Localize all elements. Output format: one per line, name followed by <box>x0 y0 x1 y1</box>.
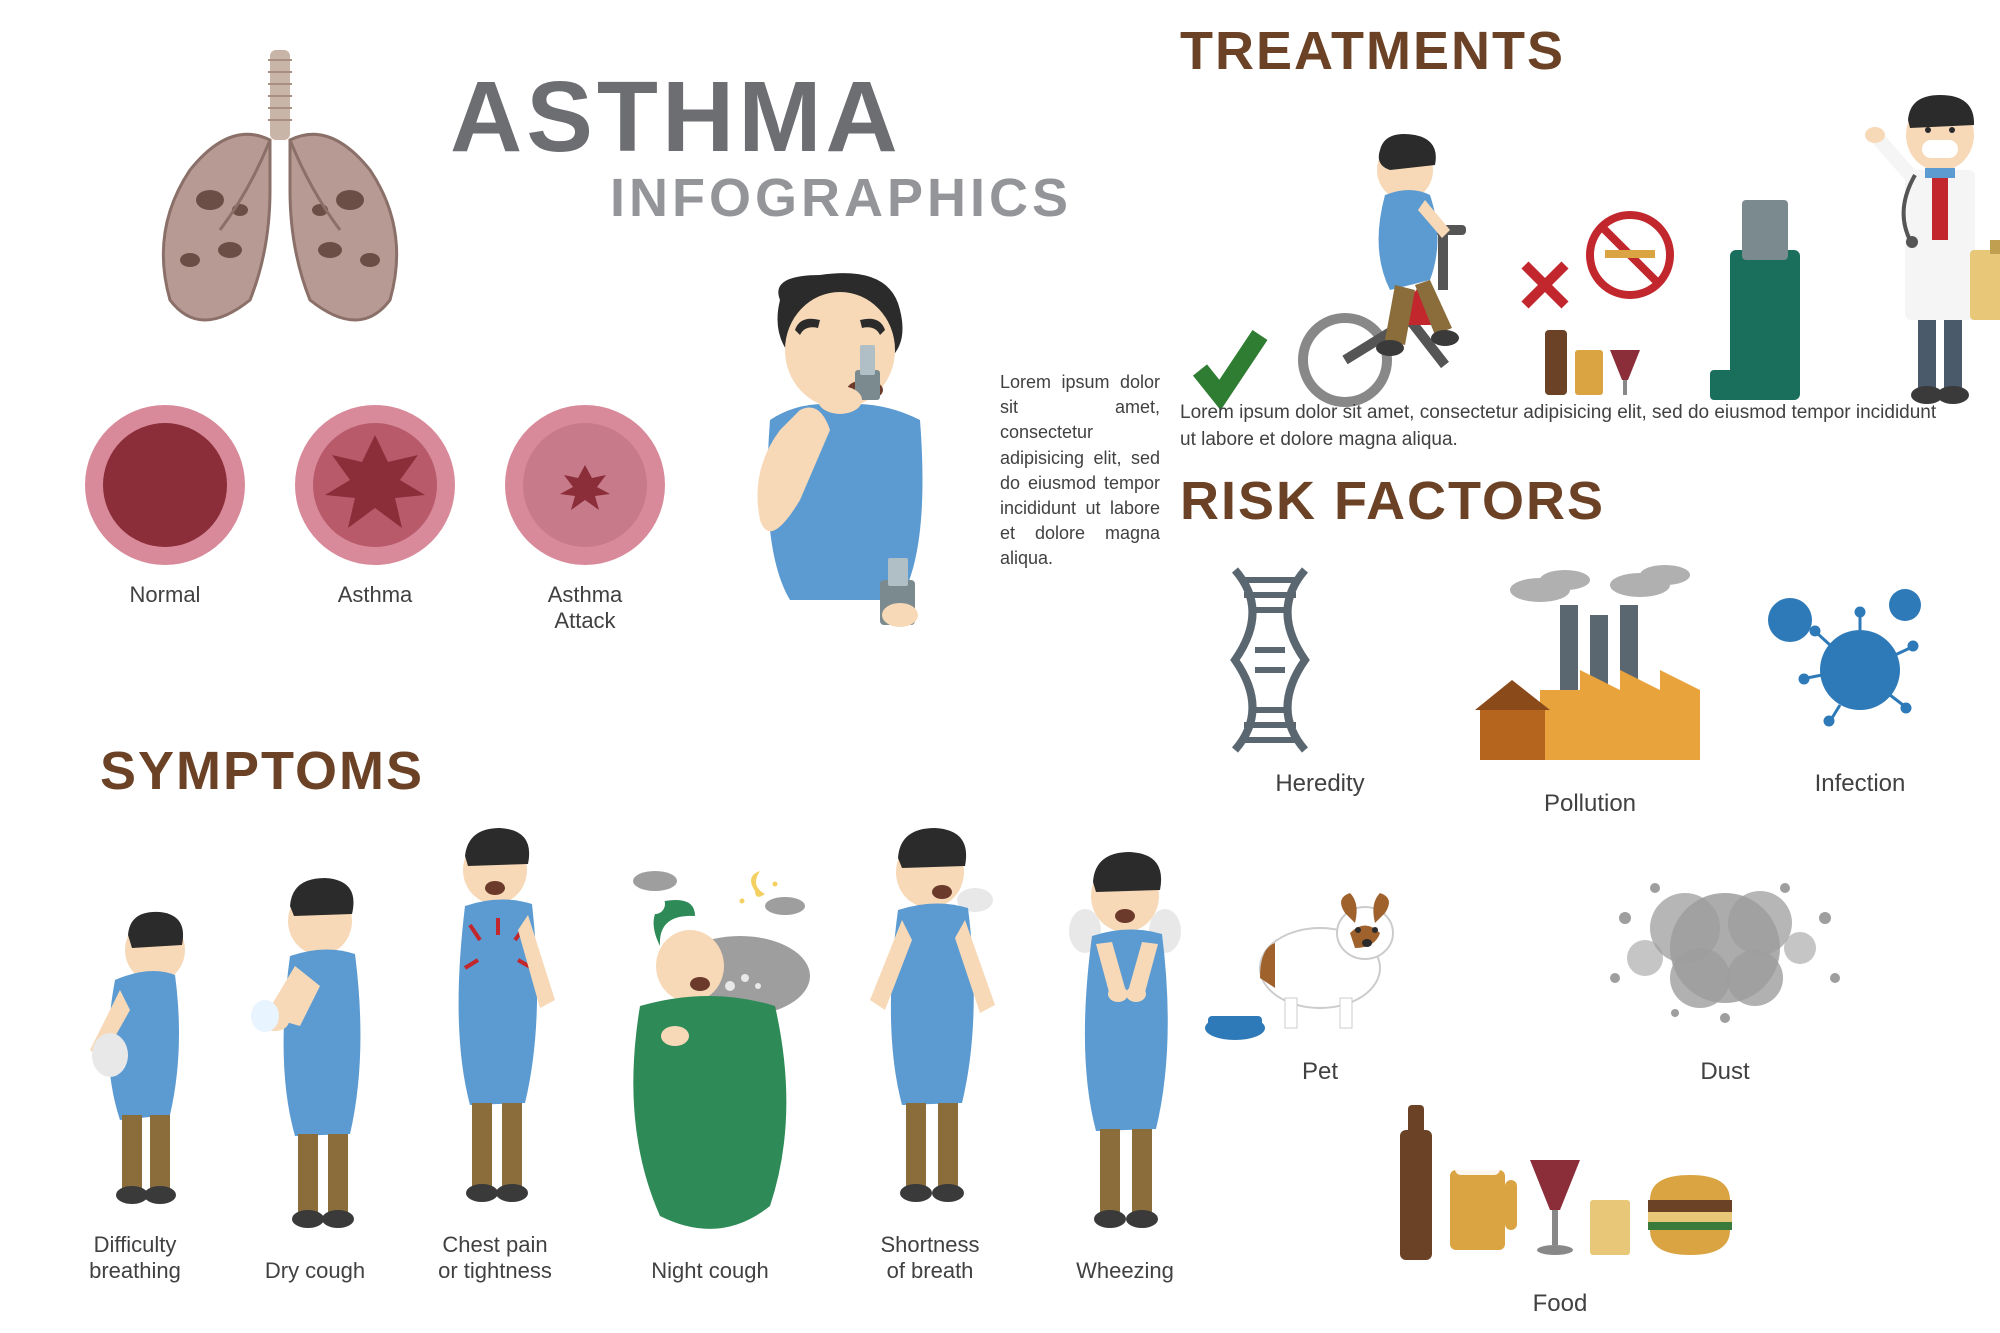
shortness-breath-icon <box>850 820 1010 1220</box>
symptom-wheezing: Wheezing <box>1040 846 1210 1284</box>
risk-label-infection: Infection <box>1740 770 1980 798</box>
risk-dust: Dust <box>1585 848 1865 1086</box>
center-description: Lorem ipsum dolor sit amet, consectetur … <box>1000 370 1160 572</box>
title-main: ASTHMA <box>450 60 1072 175</box>
treatments-heading: TREATMENTS <box>1180 20 1565 82</box>
risk-pollution: Pollution <box>1470 560 1710 818</box>
lungs-illustration <box>130 50 430 330</box>
risk-label-dust: Dust <box>1585 1058 1865 1086</box>
inhaler-icon <box>1710 190 1820 410</box>
virus-icon <box>1740 560 1940 760</box>
risk-pet: Pet <box>1200 848 1440 1086</box>
title-sub: INFOGRAPHICS <box>610 167 1072 229</box>
airway-asthma: Asthma <box>290 400 460 634</box>
symptoms-row: Difficulty breathing Dry cough <box>60 820 1210 1285</box>
risk-label-pet: Pet <box>1200 1058 1440 1086</box>
dry-cough-icon <box>240 866 390 1246</box>
treatments-row <box>1190 90 2000 410</box>
doctor-icon <box>1840 90 2000 410</box>
symptom-label-2: Chest pain or tightness <box>420 1232 570 1285</box>
dna-icon <box>1200 560 1340 760</box>
no-substances-icon <box>1510 210 1690 410</box>
risk-heredity: Heredity <box>1200 560 1440 818</box>
dust-icon <box>1585 848 1865 1048</box>
risk-infection: Infection <box>1740 560 1980 818</box>
risk-label-heredity: Heredity <box>1200 770 1440 798</box>
symptom-label-3: Night cough <box>600 1258 820 1284</box>
risk-heading: RISK FACTORS <box>1180 470 1605 532</box>
airway-attack: Asthma Attack <box>500 400 670 634</box>
airway-normal: Normal <box>80 400 250 634</box>
exercise-bike-icon <box>1290 130 1490 410</box>
check-icon <box>1190 320 1270 410</box>
person-inhaler <box>700 270 980 650</box>
treatments-description: Lorem ipsum dolor sit amet, consectetur … <box>1180 400 1940 453</box>
airway-label-asthma: Asthma <box>290 582 460 608</box>
symptom-label-1: Dry cough <box>240 1258 390 1284</box>
symptom-label-5: Wheezing <box>1040 1258 1210 1284</box>
symptom-dry-cough: Dry cough <box>240 866 390 1284</box>
airway-label-normal: Normal <box>80 582 250 608</box>
symptom-label-0: Difficulty breathing <box>60 1232 210 1285</box>
risk-label-pollution: Pollution <box>1470 790 1710 818</box>
symptom-difficulty-breathing: Difficulty breathing <box>60 880 210 1285</box>
difficulty-breathing-icon <box>60 880 210 1220</box>
symptoms-heading: SYMPTOMS <box>100 740 424 802</box>
airway-row: Normal Asthma Asthma Attack <box>80 400 670 634</box>
dog-icon <box>1200 848 1420 1048</box>
food-icon <box>1380 1100 1740 1280</box>
night-cough-icon <box>600 866 820 1246</box>
airway-label-attack: Asthma Attack <box>500 582 670 634</box>
symptom-night-cough: Night cough <box>600 866 820 1284</box>
chest-pain-icon <box>420 820 570 1220</box>
wheezing-icon <box>1040 846 1210 1246</box>
symptom-shortness: Shortness of breath <box>850 820 1010 1285</box>
factory-icon <box>1470 560 1710 780</box>
title-block: ASTHMA INFOGRAPHICS <box>450 60 1072 229</box>
risk-grid: Heredity Pollution <box>1200 560 1980 1086</box>
symptom-chest-pain: Chest pain or tightness <box>420 820 570 1285</box>
risk-food: Food <box>1380 1100 1740 1318</box>
risk-label-food: Food <box>1380 1290 1740 1318</box>
symptom-label-4: Shortness of breath <box>850 1232 1010 1285</box>
